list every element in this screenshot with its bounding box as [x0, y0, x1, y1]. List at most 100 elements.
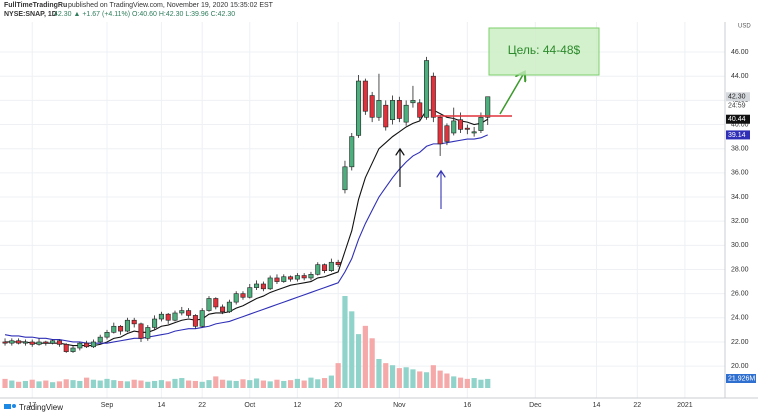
- candle-body: [308, 274, 314, 279]
- candle-body: [29, 341, 35, 345]
- target-box: [488, 27, 600, 76]
- volume-bar: [437, 370, 443, 388]
- volume-bar: [376, 358, 382, 388]
- y-tick-label: 26.00: [731, 290, 749, 297]
- volume-bar: [158, 380, 164, 388]
- x-tick-label: 17: [28, 402, 36, 409]
- volume-bar: [16, 381, 22, 388]
- candle-body: [84, 342, 90, 348]
- ma-tag-box: [726, 130, 750, 140]
- volume-bar: [145, 381, 151, 388]
- volume-bar: [321, 378, 328, 388]
- grid: [0, 22, 725, 398]
- volume-bar: [389, 365, 396, 388]
- x-tick-label: Dec: [529, 402, 542, 409]
- candle-body: [349, 136, 355, 168]
- volume-bar: [240, 379, 246, 388]
- volume-bar: [56, 381, 63, 388]
- y-tick-label: 34.00: [731, 194, 749, 201]
- candle-body: [274, 277, 280, 282]
- candle-body: [424, 60, 430, 118]
- volume-bar: [111, 380, 117, 388]
- candle-body: [294, 275, 300, 280]
- candle-body: [63, 344, 69, 352]
- candle-body: [260, 283, 266, 290]
- volume-bar: [478, 379, 484, 388]
- y-tick-label: 32.00: [731, 218, 749, 225]
- candle-body: [288, 276, 294, 280]
- candle-body: [417, 102, 423, 118]
- volume-bar: [50, 382, 56, 388]
- x-tick-label: 12: [293, 402, 301, 409]
- ma-tag-box: [726, 114, 750, 124]
- candle-body: [70, 347, 76, 352]
- candle-body: [437, 116, 443, 145]
- x-tick-label: 20: [334, 402, 342, 409]
- candle-body: [362, 80, 368, 112]
- volume-bar: [260, 380, 266, 388]
- candle-body: [444, 125, 450, 142]
- candle-body: [9, 340, 15, 344]
- footer-logo: [4, 404, 16, 409]
- candle-body: [233, 293, 239, 303]
- volume-bar: [165, 381, 171, 388]
- x-tick-label: Nov: [393, 402, 406, 409]
- footer-brand: TradingView: [19, 403, 63, 412]
- symbol: NYSE:SNAP, 1D: [4, 11, 57, 18]
- volume-bar: [355, 334, 362, 388]
- candle-body: [396, 100, 402, 119]
- y-tick-label: 40.00: [731, 121, 749, 128]
- volume-bar: [84, 377, 90, 388]
- volume-bar: [274, 379, 280, 388]
- volume-bar: [457, 377, 464, 388]
- volume-bar: [451, 376, 457, 388]
- x-tick-label: 22: [633, 402, 641, 409]
- volume-bar: [226, 380, 232, 388]
- volume-bar: [124, 381, 131, 388]
- candle-body: [267, 277, 273, 290]
- volume-tag-box: [726, 374, 756, 383]
- y-tick-label: 20.00: [731, 363, 749, 370]
- candle-body: [322, 264, 328, 272]
- volume-bar: [199, 381, 205, 388]
- target-arrow: [499, 73, 524, 115]
- volume-bar: [90, 379, 97, 388]
- y-tick-label: 44.00: [731, 73, 749, 80]
- candle-body: [2, 341, 8, 344]
- volume-bar: [430, 365, 436, 388]
- candle-body: [111, 325, 117, 333]
- candle-body: [186, 310, 192, 316]
- candle-body: [36, 341, 42, 345]
- volume-bar: [131, 379, 137, 388]
- x-tick-label: Sep: [101, 402, 114, 409]
- y-tick-label: 36.00: [731, 170, 749, 177]
- candle-body: [131, 319, 137, 325]
- volume-bar: [403, 367, 409, 388]
- last-price-tag: 42.30: [728, 94, 746, 101]
- y-tick-label: 28.00: [731, 266, 749, 273]
- candle-body: [104, 332, 110, 338]
- candle-body: [383, 104, 389, 128]
- volume-bar: [233, 380, 239, 388]
- y-tick-label: 46.00: [731, 49, 749, 56]
- volume-bar: [43, 380, 49, 388]
- y-tick-label: 38.00: [731, 146, 749, 153]
- volume-bar: [301, 380, 307, 388]
- candle-body: [124, 319, 130, 332]
- candle-body: [213, 298, 219, 308]
- x-tick-label: 16: [463, 402, 471, 409]
- candle-body: [328, 261, 334, 272]
- candle-body: [369, 95, 375, 118]
- volume-bar: [104, 378, 110, 388]
- candle-body: [90, 341, 96, 348]
- x-tick-label: 2021: [677, 402, 693, 409]
- candle-body: [464, 127, 470, 130]
- currency: USD: [738, 24, 751, 30]
- volume-bar: [29, 379, 35, 388]
- volume-bar: [63, 379, 69, 388]
- volume-bar: [179, 378, 185, 388]
